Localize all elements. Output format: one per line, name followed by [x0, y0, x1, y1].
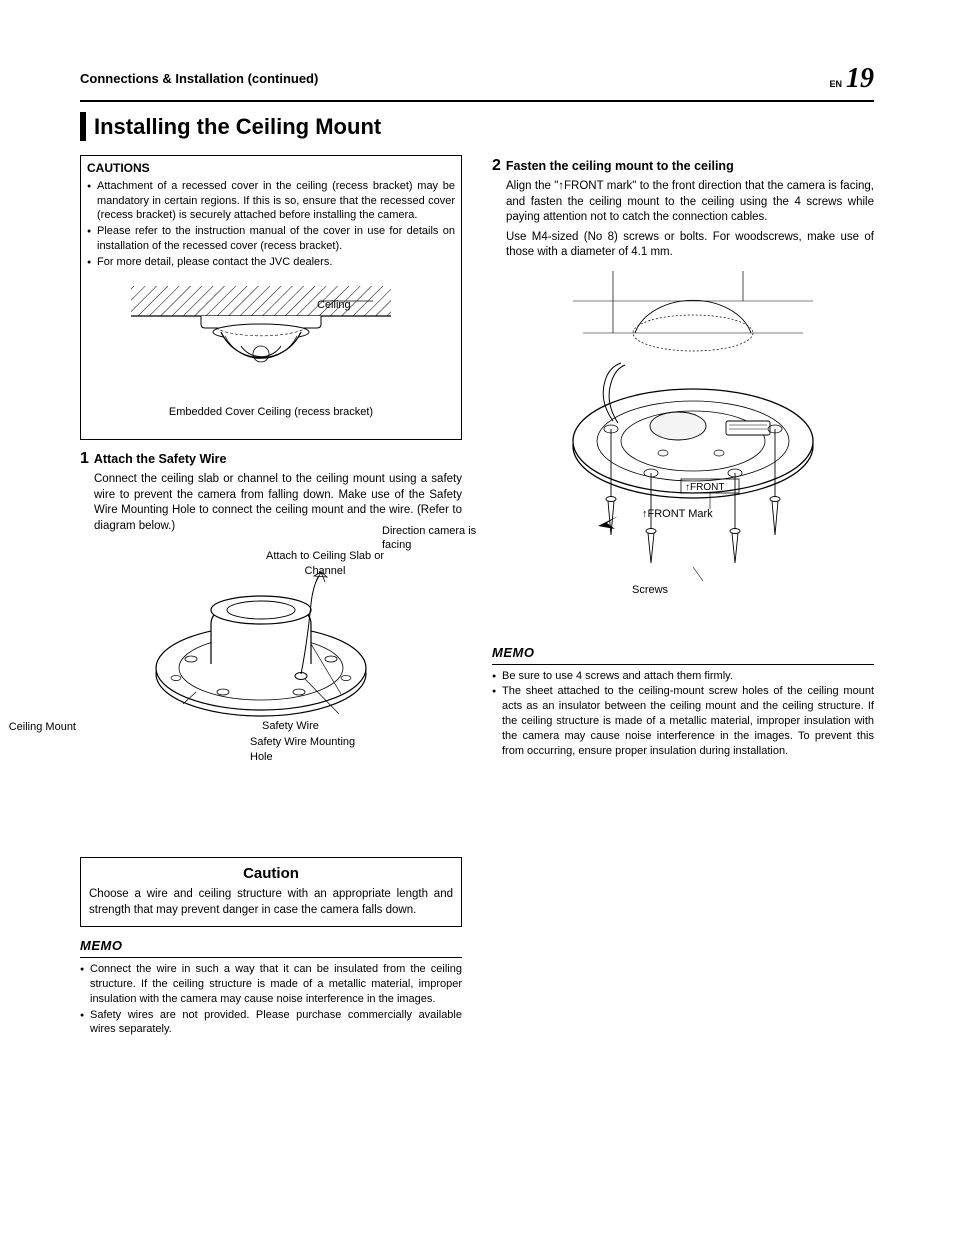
lang-label: EN	[829, 78, 842, 90]
step2-heading: 2 Fasten the ceiling mount to the ceilin…	[492, 155, 874, 177]
ceiling-label: Ceiling	[317, 298, 377, 313]
caution-item: Please refer to the instruction manual o…	[87, 224, 455, 254]
step1-heading: 1 Attach the Safety Wire	[80, 448, 462, 470]
step2-title: Fasten the ceiling mount to the ceiling	[506, 158, 734, 175]
safety-wire-label: Safety Wire	[262, 719, 362, 734]
cautions-box: CAUTIONS Attachment of a recessed cover …	[80, 155, 462, 440]
page-number: 19	[846, 60, 874, 98]
memo-item: Safety wires are not provided. Please pu…	[80, 1008, 462, 1038]
direction-label: Direction camera is facing	[382, 524, 502, 554]
step2-body1: Align the "↑FRONT mark" to the front dir…	[492, 179, 874, 226]
front-mark-label: ↑FRONT Mark	[642, 507, 722, 522]
memo1-list: Connect the wire in such a way that it c…	[80, 962, 462, 1037]
section-title: Connections & Installation (continued)	[80, 70, 318, 88]
ceiling-svg	[121, 276, 421, 406]
left-column: CAUTIONS Attachment of a recessed cover …	[80, 155, 462, 1038]
cautions-heading: CAUTIONS	[87, 160, 455, 176]
page-header: Connections & Installation (continued) E…	[80, 60, 874, 102]
memo2-list: Be sure to use 4 screws and attach them …	[492, 669, 874, 759]
memo1-heading: MEMO	[80, 937, 462, 955]
screws-label: Screws	[632, 583, 712, 598]
memo1-rule	[80, 957, 462, 958]
ceiling-mount-diagram: ↑FRONT ↑FRONT Mark Direction camera is f…	[492, 271, 874, 660]
caution-body: Choose a wire and ceiling structure with…	[89, 887, 453, 918]
safety-wire-diagram: Attach to Ceiling Slab or Channel Ceilin…	[80, 544, 462, 843]
svg-text:↑FRONT: ↑FRONT	[685, 482, 724, 493]
ceiling-mount-svg: ↑FRONT	[503, 271, 863, 601]
ceiling-diagram: Ceiling Embedded Cover Ceiling (recess b…	[87, 276, 455, 420]
right-column: 2 Fasten the ceiling mount to the ceilin…	[492, 155, 874, 1038]
memo-item: Connect the wire in such a way that it c…	[80, 962, 462, 1007]
attach-label: Attach to Ceiling Slab or Channel	[260, 549, 390, 579]
caution-box: Caution Choose a wire and ceiling struct…	[80, 857, 462, 927]
mounting-hole-label: Safety Wire Mounting Hole	[250, 735, 370, 765]
memo-item: The sheet attached to the ceiling-mount …	[492, 684, 874, 758]
memo-item: Be sure to use 4 screws and attach them …	[492, 669, 874, 684]
content-columns: CAUTIONS Attachment of a recessed cover …	[80, 155, 874, 1038]
caution-item: For more detail, please contact the JVC …	[87, 255, 455, 270]
cautions-list: Attachment of a recessed cover in the ce…	[87, 179, 455, 270]
memo2-heading: MEMO	[492, 644, 874, 662]
caution-heading: Caution	[89, 864, 453, 884]
embedded-cover-caption: Embedded Cover Ceiling (recess bracket)	[87, 405, 455, 420]
step2-body2: Use M4-sized (No 8) screws or bolts. For…	[492, 230, 874, 261]
step1-number: 1	[80, 448, 89, 470]
step2-number: 2	[492, 155, 501, 177]
main-heading: Installing the Ceiling Mount	[80, 112, 874, 142]
ceiling-mount-label: Ceiling Mount	[0, 720, 76, 735]
memo2-rule	[492, 664, 874, 665]
page-indicator: EN 19	[829, 60, 874, 98]
step1-title: Attach the Safety Wire	[94, 451, 227, 468]
caution-item: Attachment of a recessed cover in the ce…	[87, 179, 455, 224]
